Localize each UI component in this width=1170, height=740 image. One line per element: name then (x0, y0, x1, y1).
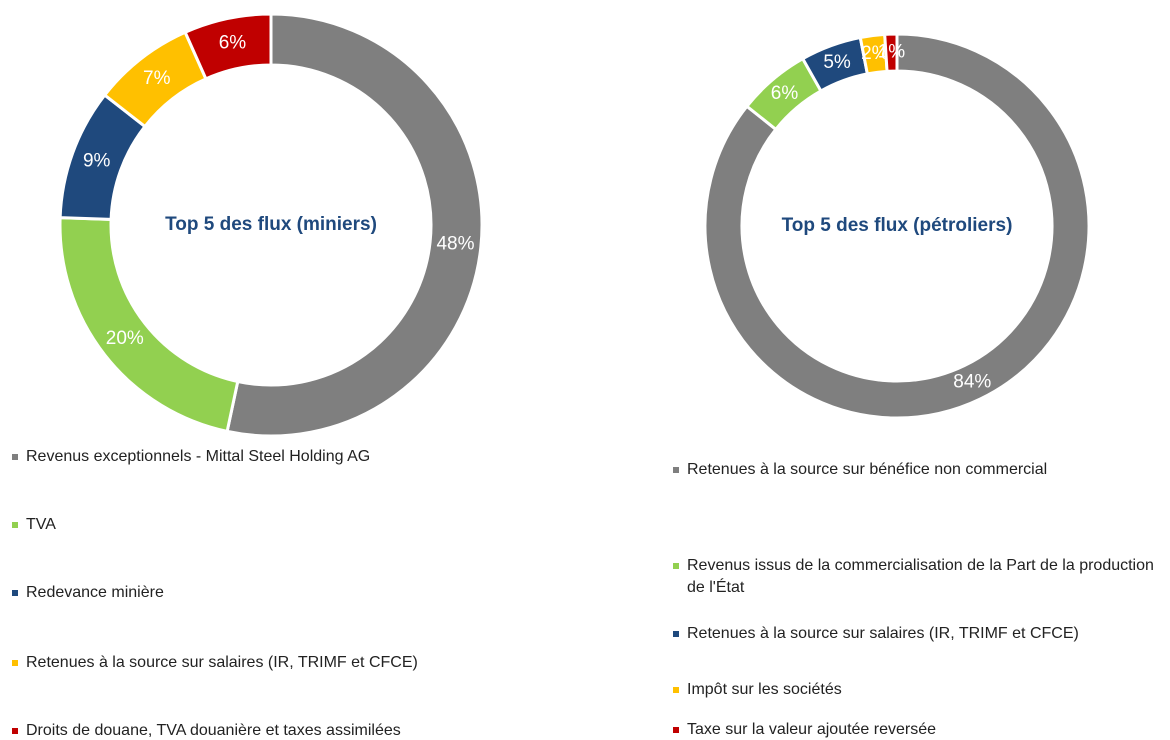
donut-slice (225, 12, 484, 438)
legend-item: Retenues à la source sur bénéfice non co… (673, 459, 1167, 481)
legend-label: Droits de douane, TVA douanière et taxes… (26, 722, 401, 739)
data-label: 2% (861, 43, 889, 64)
legend-swatch (673, 563, 679, 569)
data-label: 9% (83, 151, 111, 172)
data-label: 1% (878, 42, 906, 63)
legend-label: TVA (26, 516, 56, 533)
legend-swatch (673, 687, 679, 693)
donut-slice (58, 216, 240, 434)
legend-label: Retenues à la source sur salaires (IR, T… (687, 625, 1079, 642)
chart-title: Top 5 des flux (pétroliers) (782, 215, 1013, 236)
legend-item: Redevance minière (12, 582, 586, 604)
legend-swatch (12, 522, 18, 528)
donut-slice (703, 32, 1091, 420)
legend-swatch (12, 660, 18, 666)
legend-item: Revenus issus de la commercialisation de… (673, 555, 1167, 599)
data-label: 84% (953, 371, 991, 392)
legend-label: Revenus exceptionnels - Mittal Steel Hol… (26, 448, 371, 465)
legend-item: Taxe sur la valeur ajoutée reversée (673, 719, 1167, 740)
legend-label: Redevance minière (26, 584, 164, 601)
legend-swatch (673, 727, 679, 733)
legend-label: Revenus issus de la commercialisation de… (687, 557, 1154, 596)
legend-swatch (673, 467, 679, 473)
data-label: 48% (436, 233, 474, 254)
legend-item: Droits de douane, TVA douanière et taxes… (12, 720, 586, 740)
chart-title: Top 5 des flux (miniers) (165, 214, 377, 235)
data-label: 6% (219, 33, 247, 54)
data-label: 7% (143, 68, 171, 89)
legend-swatch (673, 631, 679, 637)
legend-item: Retenues à la source sur salaires (IR, T… (12, 652, 586, 674)
data-label: 20% (106, 328, 144, 349)
legend-swatch (12, 728, 18, 734)
legend-item: TVA (12, 514, 586, 536)
donut-slice (183, 12, 273, 81)
legend-item: Impôt sur les sociétés (673, 679, 1167, 701)
legend-label: Retenues à la source sur bénéfice non co… (687, 461, 1048, 478)
data-label: 5% (823, 52, 851, 73)
donut-slice (883, 32, 899, 73)
legend-label: Taxe sur la valeur ajoutée reversée (687, 721, 937, 738)
data-label: 6% (771, 83, 799, 104)
legend-swatch (12, 590, 18, 596)
legend-label: Retenues à la source sur salaires (IR, T… (26, 654, 418, 671)
legend-item: Retenues à la source sur salaires (IR, T… (673, 623, 1167, 645)
legend-swatch (12, 454, 18, 460)
legend-label: Impôt sur les sociétés (687, 681, 842, 698)
legend-item: Revenus exceptionnels - Mittal Steel Hol… (12, 446, 586, 468)
